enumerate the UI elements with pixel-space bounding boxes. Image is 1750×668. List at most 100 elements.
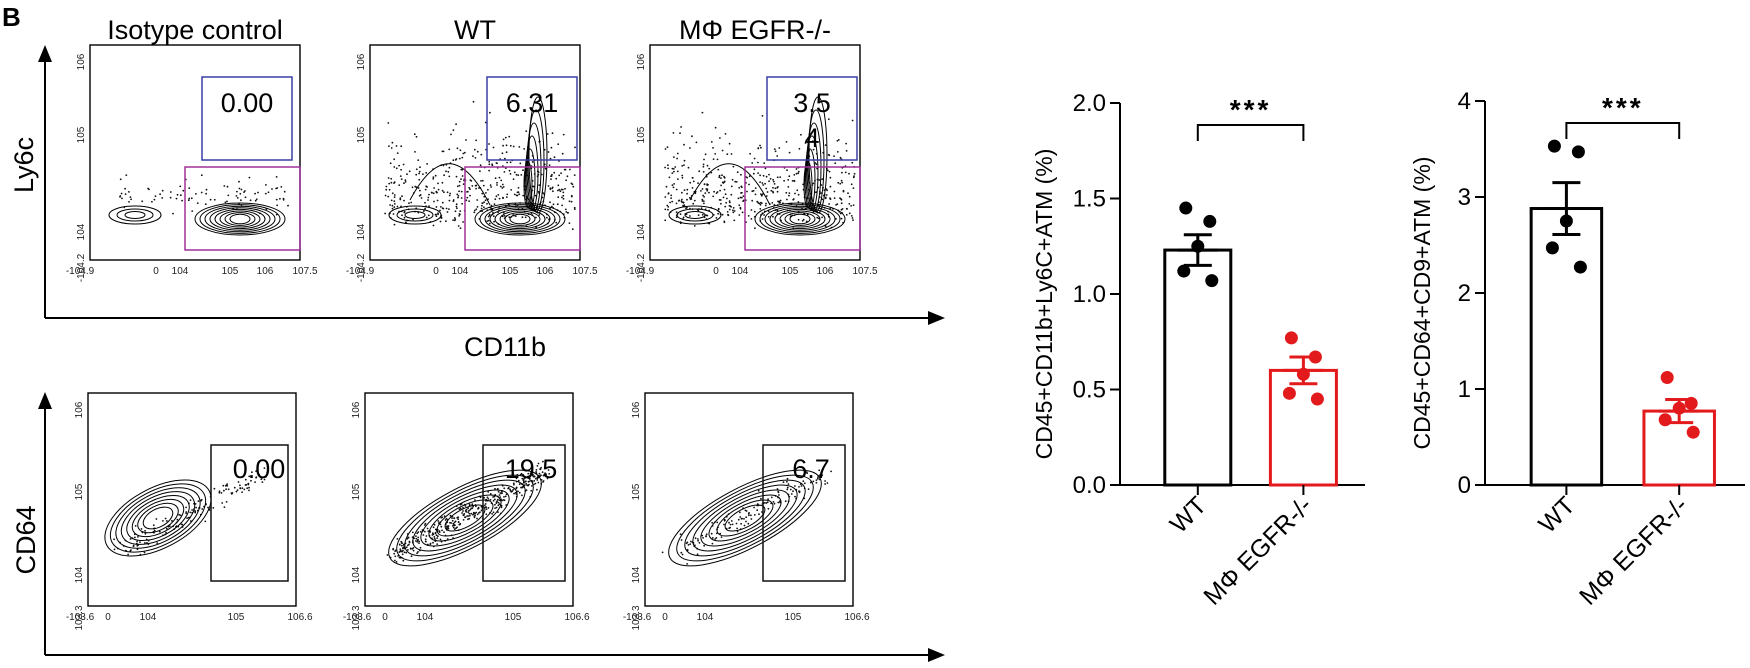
event-dot	[407, 536, 410, 539]
contour-line	[484, 205, 556, 233]
event-dot	[448, 166, 451, 169]
event-dot	[445, 170, 447, 173]
event-dot	[523, 148, 526, 150]
x-arrowhead-row1	[928, 311, 945, 325]
event-dot	[561, 152, 564, 155]
event-dot	[706, 188, 709, 191]
contour-lines	[388, 96, 566, 236]
event-dot	[557, 143, 560, 146]
event-dot	[432, 224, 435, 227]
event-dot	[384, 212, 386, 215]
event-dot	[569, 168, 571, 171]
upper-gate	[486, 76, 578, 161]
event-dot	[282, 197, 285, 200]
event-dot	[191, 210, 194, 213]
event-dot	[392, 548, 395, 551]
gate	[762, 444, 846, 582]
event-dot	[396, 538, 399, 540]
event-dot	[487, 188, 489, 191]
event-dot	[711, 537, 714, 539]
event-dot	[434, 532, 437, 535]
event-dot	[811, 140, 814, 143]
event-dot	[537, 462, 540, 465]
event-dot	[506, 193, 509, 196]
event-dot	[735, 522, 738, 525]
event-dot	[181, 199, 184, 202]
data-point	[1282, 386, 1296, 400]
category-label: MΦ EGFR-/-	[1198, 491, 1317, 610]
event-dot	[752, 189, 755, 192]
y-axis-label: CD45+CD11b+Ly6C+ATM (%)	[1031, 149, 1057, 460]
event-dot	[737, 197, 740, 200]
event-dot	[406, 173, 408, 176]
event-dot	[562, 194, 565, 197]
event-dot	[531, 161, 534, 163]
event-dot	[736, 171, 739, 174]
event-dot	[794, 192, 796, 195]
event-dot	[726, 153, 729, 156]
event-dot	[452, 129, 455, 132]
event-dot	[666, 204, 669, 207]
event-dot	[442, 164, 445, 167]
event-dot	[821, 474, 824, 477]
event-dot	[201, 508, 204, 510]
data-point	[1203, 214, 1217, 228]
contour-line	[692, 484, 798, 552]
event-dot	[798, 490, 801, 493]
event-dot	[759, 203, 762, 206]
event-dot	[821, 216, 823, 219]
event-dot	[721, 149, 724, 152]
event-dot	[244, 190, 246, 192]
event-dot	[436, 543, 439, 545]
event-dot	[766, 501, 769, 504]
event-dot	[697, 182, 699, 185]
event-dot	[398, 184, 401, 187]
y-tick-label: 105	[351, 483, 362, 500]
event-dot	[455, 527, 457, 529]
event-dot	[459, 522, 462, 525]
event-dot	[550, 146, 553, 149]
contour-line	[805, 135, 819, 211]
event-dot	[437, 212, 439, 215]
event-dot	[840, 208, 843, 211]
event-dot	[419, 166, 421, 169]
event-dot	[236, 489, 239, 491]
event-dot	[159, 193, 162, 196]
event-dot	[748, 512, 750, 514]
event-dot	[460, 190, 463, 193]
contour-line	[126, 494, 190, 542]
event-dot	[797, 201, 800, 203]
event-dot	[129, 196, 132, 199]
event-dot	[254, 481, 256, 483]
event-dot	[672, 186, 675, 189]
y-tick-label: 4	[1458, 88, 1471, 115]
event-dot	[529, 472, 532, 475]
event-dot	[506, 161, 508, 164]
x-tick-label: 0	[713, 266, 719, 277]
event-dot	[701, 188, 704, 190]
event-dot	[189, 499, 192, 501]
event-dot	[503, 171, 506, 173]
event-dot	[515, 487, 518, 490]
event-dot	[770, 189, 773, 192]
event-dot	[795, 168, 798, 170]
event-dot	[454, 210, 457, 213]
contour-line	[504, 212, 536, 226]
event-dot	[164, 517, 167, 520]
event-dot	[509, 489, 512, 492]
event-dot	[486, 220, 489, 223]
contour-line	[396, 208, 434, 222]
event-dot	[692, 202, 695, 205]
event-dot	[391, 204, 394, 207]
event-dot	[752, 172, 755, 175]
event-dot	[460, 178, 462, 181]
event-dot	[465, 199, 468, 202]
event-dot	[436, 199, 439, 202]
event-dot	[772, 180, 775, 183]
event-dot	[389, 162, 392, 165]
plot-frame	[369, 44, 581, 261]
y-tick-label: 1.5	[1073, 186, 1106, 213]
event-dot	[452, 526, 455, 529]
event-dots	[664, 111, 856, 230]
